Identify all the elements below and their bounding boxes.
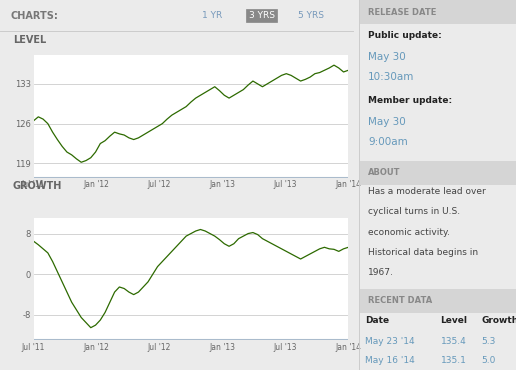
Text: Level: Level: [441, 316, 467, 325]
Text: Date: Date: [365, 316, 389, 325]
Text: 3 YRS: 3 YRS: [249, 11, 275, 20]
Text: RECENT DATA: RECENT DATA: [368, 296, 432, 305]
Text: May 30: May 30: [368, 52, 406, 62]
Bar: [359, 289, 516, 313]
Text: ABOUT: ABOUT: [368, 168, 400, 178]
Text: 135.4: 135.4: [441, 337, 466, 346]
Text: Member update:: Member update:: [368, 96, 452, 105]
Text: 9:00am: 9:00am: [368, 137, 408, 147]
Text: 1 YR: 1 YR: [202, 11, 222, 20]
Text: May 23 '14: May 23 '14: [365, 337, 414, 346]
Text: 5 YRS: 5 YRS: [298, 11, 324, 20]
Text: 1967.: 1967.: [368, 268, 394, 277]
Text: May 30: May 30: [368, 117, 406, 127]
Text: CHARTS:: CHARTS:: [11, 11, 58, 21]
Text: 10:30am: 10:30am: [368, 72, 414, 82]
Text: Historical data begins in: Historical data begins in: [368, 248, 478, 257]
Bar: [359, 161, 516, 185]
Text: 5.3: 5.3: [481, 337, 496, 346]
Text: 135.1: 135.1: [441, 356, 466, 365]
Text: economic activity.: economic activity.: [368, 228, 450, 236]
Text: LEVEL: LEVEL: [13, 35, 46, 45]
Text: May 16 '14: May 16 '14: [365, 356, 415, 365]
Text: Growth: Growth: [481, 316, 516, 325]
Text: 5.0: 5.0: [481, 356, 496, 365]
Text: GROWTH: GROWTH: [13, 181, 62, 191]
Text: RELEASE DATE: RELEASE DATE: [368, 7, 437, 17]
Text: Public update:: Public update:: [368, 31, 442, 40]
Bar: [359, 0, 516, 24]
Text: cyclical turns in U.S.: cyclical turns in U.S.: [368, 207, 460, 216]
Text: Has a moderate lead over: Has a moderate lead over: [368, 187, 486, 196]
